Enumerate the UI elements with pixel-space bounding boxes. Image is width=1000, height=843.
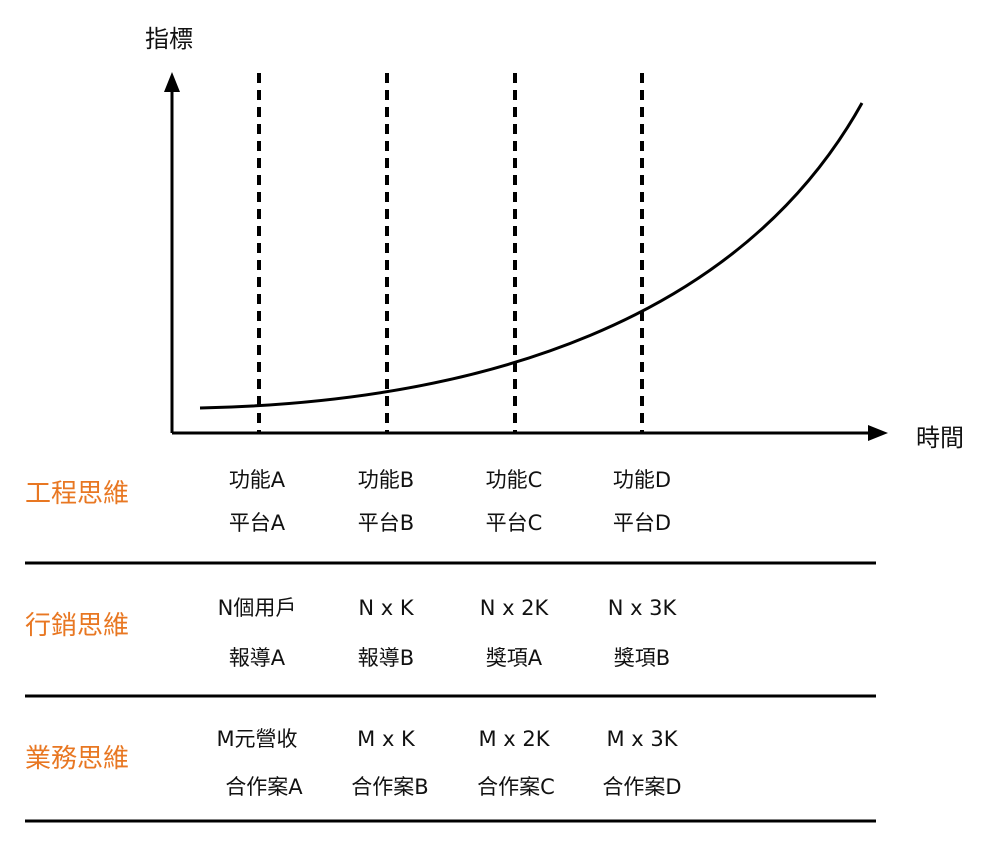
cell: 平台C bbox=[486, 511, 543, 535]
cell: 功能C bbox=[486, 468, 543, 492]
row-label-sales: 業務思維 bbox=[25, 744, 129, 774]
cell: 功能A bbox=[229, 468, 286, 492]
cell: M元營收 bbox=[216, 727, 297, 751]
cell: M x K bbox=[357, 727, 416, 751]
cell: 合作案B bbox=[351, 775, 428, 799]
row-label-marketing: 行銷思維 bbox=[25, 611, 129, 641]
row-engineering: 功能A 功能B 功能C 功能D 平台A 平台B 平台C 平台D bbox=[229, 468, 671, 535]
cell: 合作案A bbox=[225, 775, 303, 799]
cell: 平台A bbox=[229, 511, 286, 535]
cell: 報導A bbox=[229, 646, 286, 670]
row-sales: M元營收 M x K M x 2K M x 3K 合作案A 合作案B 合作案C … bbox=[216, 727, 681, 799]
cell: M x 3K bbox=[606, 727, 678, 751]
row-marketing: N個用戶 N x K N x 2K N x 3K 報導A 報導B 獎項A 獎項B bbox=[218, 596, 678, 670]
cell: 獎項B bbox=[614, 646, 670, 670]
cell: 獎項A bbox=[486, 646, 543, 670]
row-label-engineering: 工程思維 bbox=[25, 479, 129, 509]
cell: N x 3K bbox=[608, 596, 678, 620]
y-axis-label: 指標 bbox=[145, 25, 193, 53]
cell: 功能B bbox=[358, 468, 414, 492]
cell: N個用戶 bbox=[218, 596, 297, 620]
x-axis-label: 時間 bbox=[916, 424, 964, 452]
cell: N x 2K bbox=[480, 596, 550, 620]
growth-curve bbox=[199, 102, 864, 410]
cell: 合作案D bbox=[602, 775, 681, 799]
x-axis-arrow-icon bbox=[868, 425, 888, 441]
cell: 平台D bbox=[613, 511, 671, 535]
cell: 功能D bbox=[613, 468, 671, 492]
cell: 平台B bbox=[358, 511, 414, 535]
cell: M x 2K bbox=[478, 727, 550, 751]
cell: 報導B bbox=[358, 646, 414, 670]
y-axis-arrow-icon bbox=[164, 72, 180, 92]
cell: N x K bbox=[358, 596, 414, 620]
cell: 合作案C bbox=[477, 775, 555, 799]
